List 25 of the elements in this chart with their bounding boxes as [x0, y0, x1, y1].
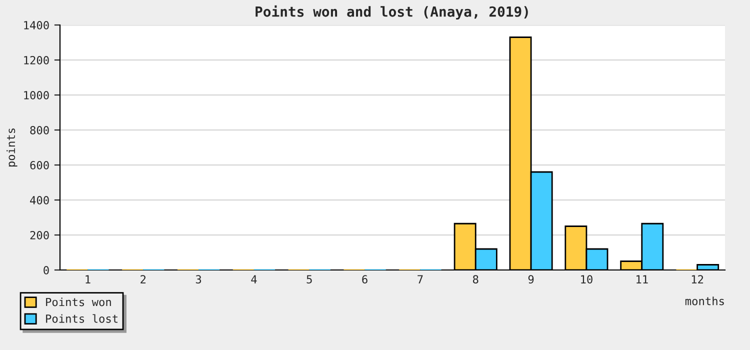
- x-tick-label: 1: [86, 275, 90, 284]
- x-tick-label: 6: [362, 275, 368, 284]
- x-tick-label: 8: [472, 275, 478, 284]
- x-tick-label: 11: [636, 275, 648, 284]
- y-tick-label: 600: [30, 161, 49, 170]
- x-tick-label: 5: [306, 275, 312, 284]
- legend-label: Points lost: [46, 314, 118, 323]
- x-tick-label: 9: [528, 275, 534, 284]
- x-tick-label: 3: [196, 275, 202, 284]
- y-tick-label: 800: [30, 126, 49, 134]
- y-tick-label: 1000: [24, 91, 49, 100]
- chart-title: Points won and lost (Anaya, 2019): [256, 5, 528, 20]
- y-tick-label: 0: [44, 266, 49, 274]
- legend-label: Points won: [46, 298, 111, 306]
- x-tick-label: 10: [581, 275, 592, 284]
- x-tick-label: 7: [418, 275, 423, 284]
- x-tick-label: 12: [692, 275, 704, 284]
- y-tick-label: 1400: [24, 21, 49, 30]
- x-tick-label: 2: [140, 275, 146, 284]
- y-tick-label: 400: [30, 196, 49, 204]
- y-tick-label: 1200: [24, 56, 49, 64]
- y-axis-title: points: [6, 128, 18, 167]
- x-axis-title: months: [685, 296, 724, 306]
- y-tick-label: 200: [30, 231, 49, 240]
- x-tick-label: 4: [251, 275, 257, 284]
